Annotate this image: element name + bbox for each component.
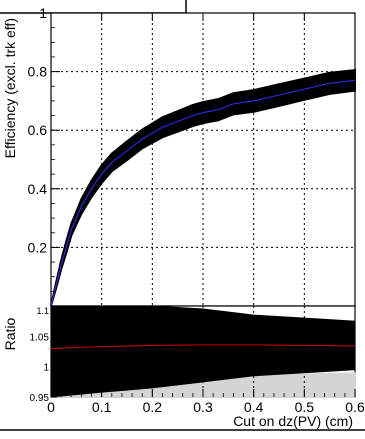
efficiency-line xyxy=(50,79,356,307)
x-axis-title: Cut on dz(PV) (cm) xyxy=(233,413,353,429)
main-y-tick-label: 1 xyxy=(39,5,47,21)
x-tick-label: 0.4 xyxy=(244,399,264,415)
ratio-panel: 0.95 1 1.05 1.1 0 0.1 0.2 0.3 0.4 0.5 0.6 xyxy=(30,305,365,415)
main-panel: 0.2 0.4 0.6 0.8 1 xyxy=(28,5,356,307)
main-y-tick-label: 0.6 xyxy=(28,122,48,138)
x-tick-label: 0.1 xyxy=(92,399,112,415)
ratio-y-axis-title: Ratio xyxy=(2,317,18,350)
x-tick-label: 0.2 xyxy=(143,399,163,415)
ratio-y-tick-label: 1.1 xyxy=(36,306,49,316)
main-y-axis-title: Efficiency (excl. trk eff) xyxy=(2,18,18,158)
main-y-tick-label: 0.8 xyxy=(28,64,48,80)
x-tick-label: 0 xyxy=(47,399,55,415)
x-tick-label: 0.6 xyxy=(345,399,365,415)
legend-box xyxy=(0,0,187,14)
x-tick-label: 0.5 xyxy=(295,399,315,415)
ratio-line xyxy=(50,344,356,349)
x-tick-label: 0.3 xyxy=(193,399,213,415)
ratio-y-tick-label: 1 xyxy=(43,363,49,374)
ratio-y-tick-label: 0.95 xyxy=(30,393,50,404)
main-y-tick-label: 0.2 xyxy=(28,239,48,255)
ratio-y-tick-label: 1.05 xyxy=(30,332,50,343)
main-y-tick-label: 0.4 xyxy=(28,181,48,197)
